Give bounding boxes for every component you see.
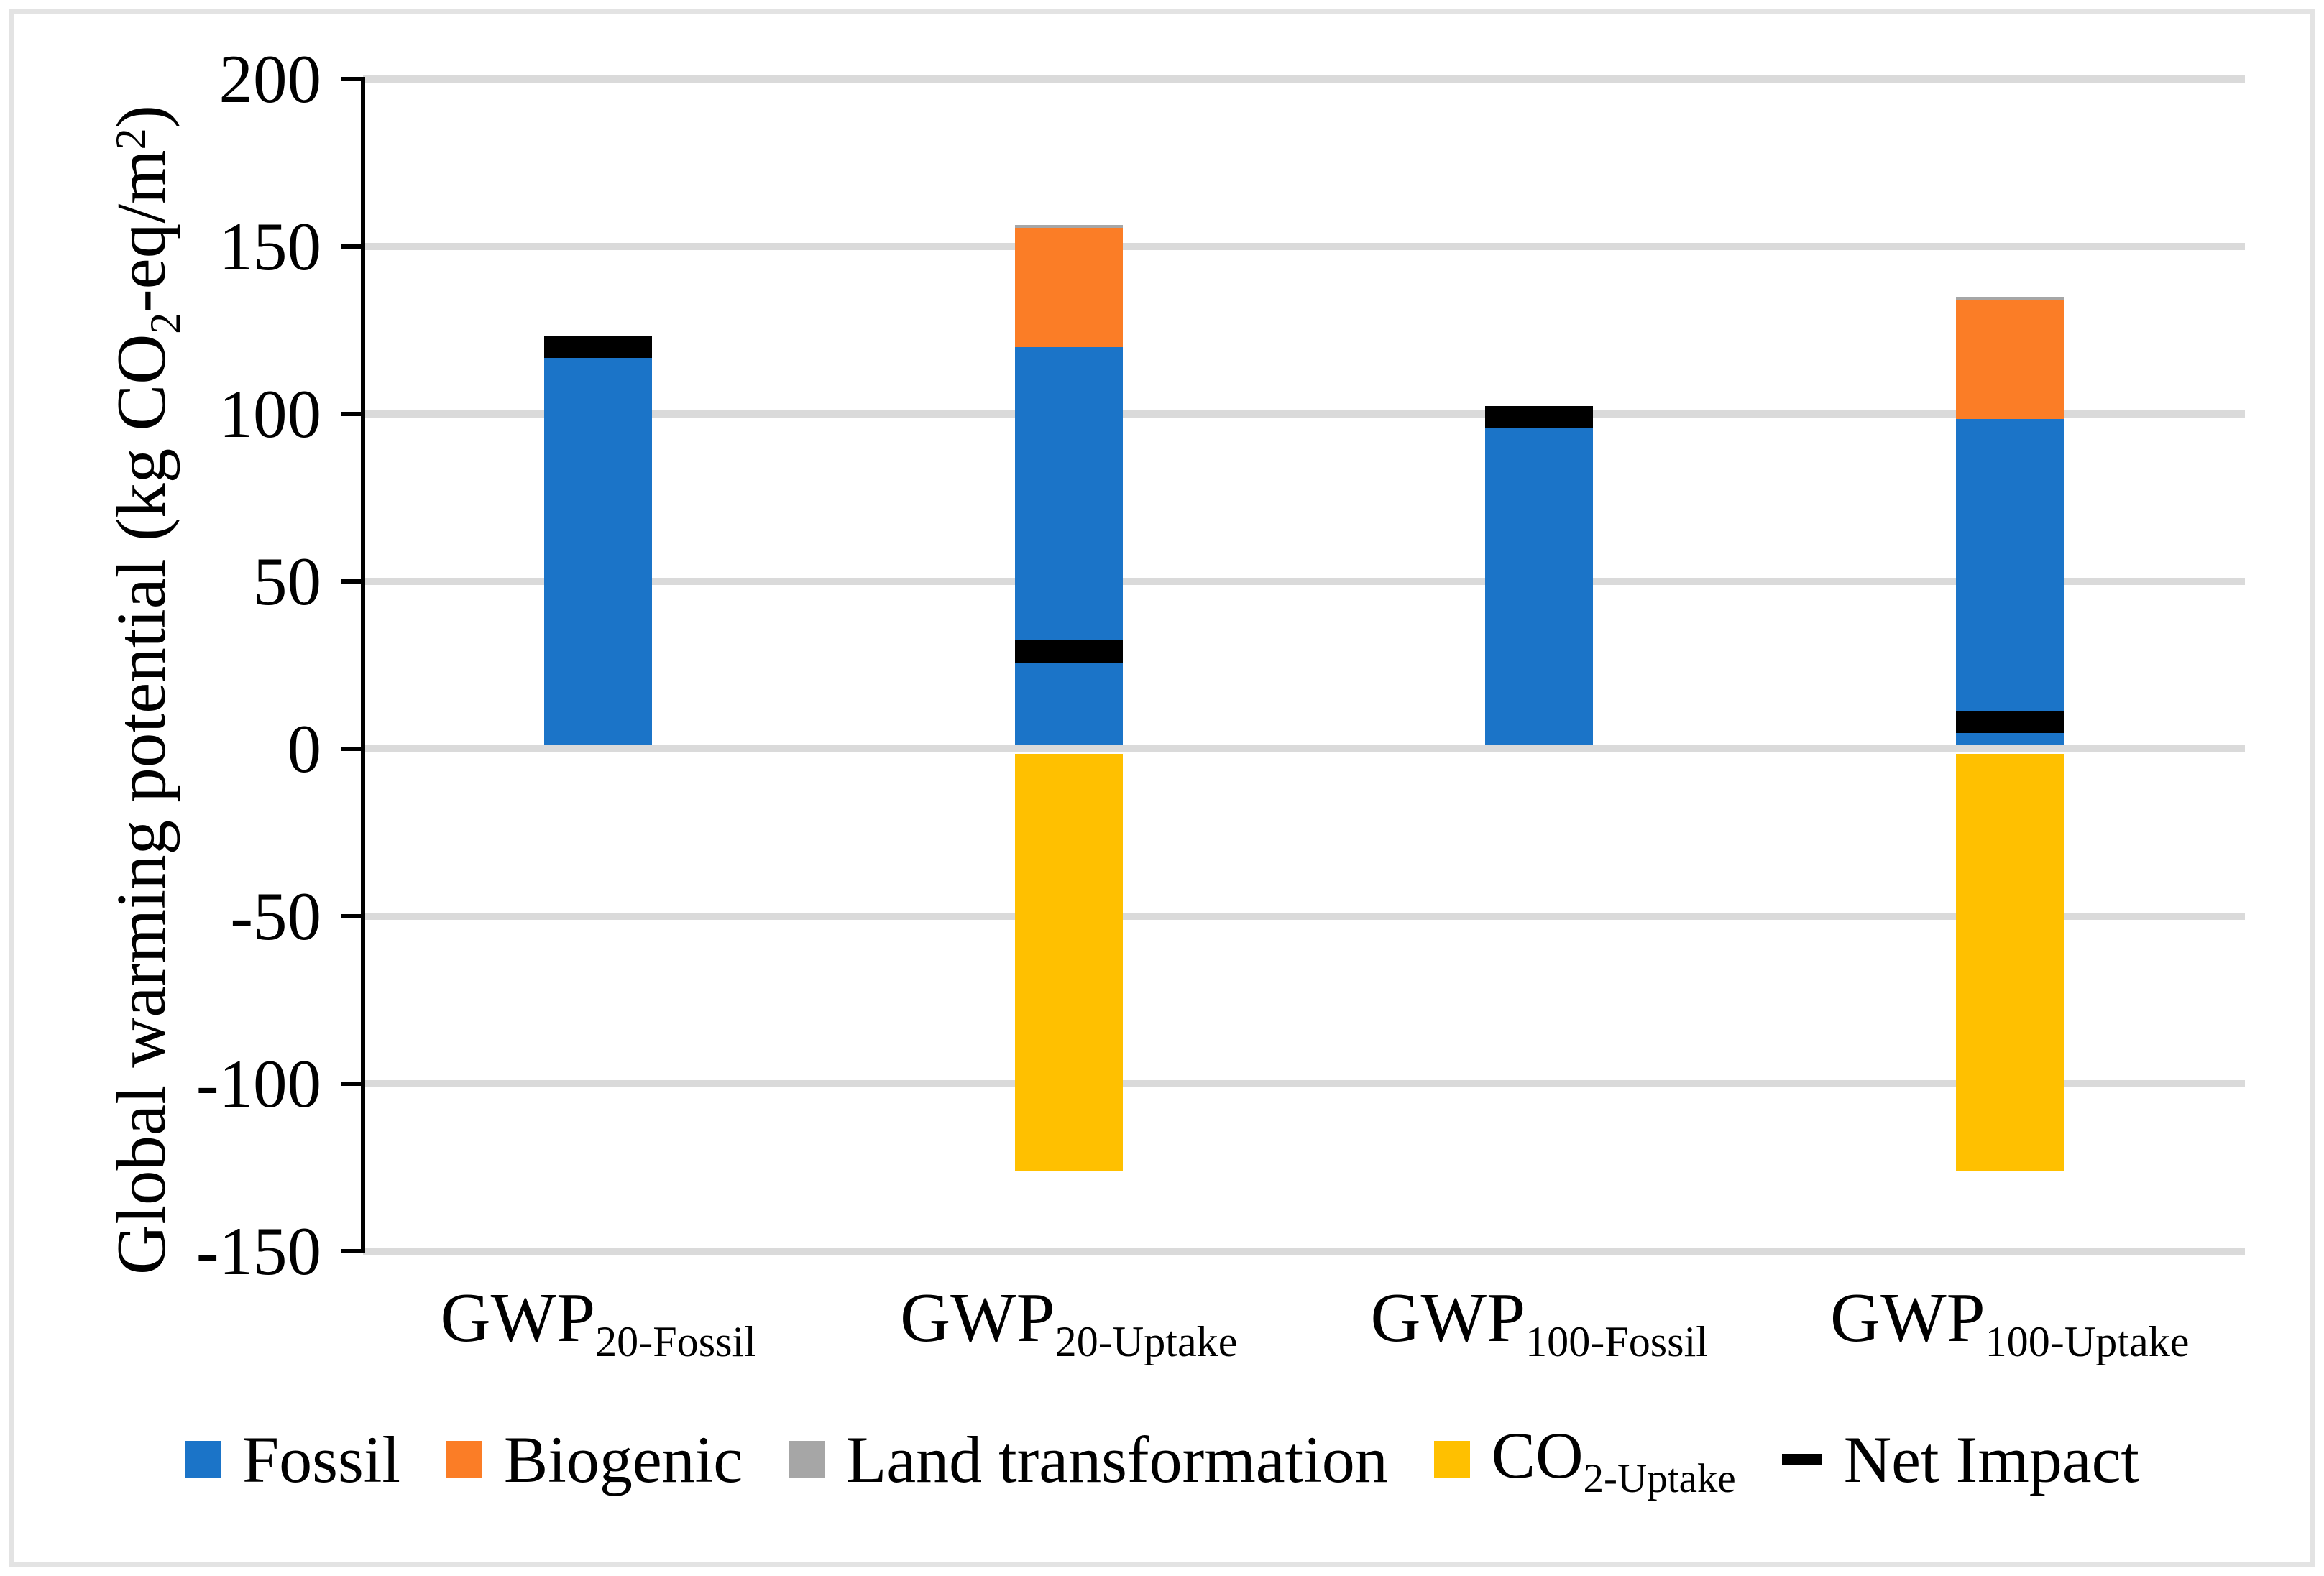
label-text: Fossil (242, 1422, 400, 1496)
legend-label: Net Impact (1844, 1421, 2139, 1498)
label-text: Land transformation (846, 1422, 1388, 1496)
bar-segment-fossil (544, 355, 653, 745)
net-impact-marker (1485, 406, 1594, 429)
legend-item-biogenic: Biogenic (446, 1421, 743, 1498)
bar-segment-land-transformation (1014, 224, 1123, 229)
gridline (363, 75, 2245, 83)
legend-swatch-fossil-icon (185, 1440, 221, 1478)
gridline (363, 913, 2245, 920)
y-tick-label: -150 (196, 1213, 321, 1289)
chart-border-frame (9, 9, 2315, 1567)
y-axis-tick (341, 412, 361, 416)
x-category-label: GWP100-Fossil (1244, 1278, 1834, 1368)
y-tick-label: 0 (287, 711, 322, 787)
legend-swatch-biogenic-icon (446, 1440, 482, 1478)
y-axis-tick (341, 244, 361, 249)
label-sub-text: 2-Uptake (1583, 1455, 1736, 1501)
y-tick-label: 50 (253, 543, 321, 619)
bar-segment-co2-uptake (1955, 754, 2064, 1171)
x-category-label: GWP20-Uptake (774, 1278, 1364, 1368)
net-impact-marker (1955, 711, 2064, 734)
net-impact-marker (544, 336, 653, 359)
label-text: Global warming potential (kg CO (103, 333, 180, 1275)
label-text: GWP (1370, 1279, 1526, 1356)
legend-item-net-impact: Net Impact (1781, 1421, 2139, 1498)
bar-segment-fossil (1955, 418, 2064, 745)
y-axis-tick (341, 747, 361, 751)
label-text: GWP (1830, 1279, 1985, 1356)
label-sub-text: 100-Uptake (1985, 1318, 2190, 1367)
x-category-label: GWP100-Uptake (1715, 1278, 2305, 1368)
gridline (363, 243, 2245, 250)
legend-swatch-co2-uptake-icon (1433, 1440, 1470, 1478)
gridline (363, 410, 2245, 418)
y-tick-label: 200 (219, 41, 322, 117)
gridline (363, 745, 2245, 752)
y-axis-tick (341, 1082, 361, 1086)
gridline (363, 1248, 2245, 1255)
net-impact-marker (1014, 640, 1123, 663)
net-impact-dash-icon (1781, 1453, 1822, 1465)
y-axis-tick (341, 579, 361, 584)
legend-item-fossil: Fossil (185, 1421, 400, 1498)
y-axis-line (361, 77, 365, 1253)
y-tick-label: -100 (196, 1046, 321, 1122)
legend: Fossil Biogenic Land transformation CO2-Upt… (0, 1417, 2324, 1502)
label-text: GWP (440, 1279, 596, 1356)
legend-label: Biogenic (504, 1421, 743, 1498)
x-category-label: GWP20-Fossil (303, 1278, 893, 1368)
bar-segment-fossil (1014, 346, 1123, 745)
bar-segment-co2-uptake (1014, 754, 1123, 1171)
legend-label: Fossil (242, 1421, 400, 1498)
label-text: Net Impact (1843, 1422, 2139, 1496)
y-tick-label: 100 (219, 376, 322, 452)
y-axis-tick (341, 77, 361, 81)
bar-segment-biogenic (1014, 228, 1123, 347)
bar-segment-land-transformation (1955, 296, 2064, 300)
label-sub-text: 20-Uptake (1055, 1318, 1238, 1367)
gridline (363, 578, 2245, 585)
legend-label: Land transformation (846, 1421, 1388, 1498)
y-tick-label: -50 (230, 878, 321, 954)
legend-item-co2-uptake: CO2-Uptake (1433, 1417, 1736, 1502)
label-sup-text: 2 (107, 128, 155, 150)
y-axis-tick (341, 1249, 361, 1253)
legend-swatch-land-transformation-icon (789, 1440, 825, 1478)
y-axis-tick (341, 914, 361, 918)
y-tick-label: 150 (219, 208, 322, 285)
legend-item-land-transformation: Land transformation (789, 1421, 1388, 1498)
label-text: Biogenic (503, 1422, 743, 1496)
gridline (363, 1080, 2245, 1087)
label-text: GWP (900, 1279, 1055, 1356)
label-sub-text: 2 (142, 312, 190, 334)
label-text: CO (1491, 1419, 1584, 1492)
bar-segment-biogenic (1955, 300, 2064, 419)
legend-label: CO2-Uptake (1492, 1417, 1736, 1502)
label-sub-text: 100-Fossil (1525, 1318, 1708, 1367)
bar-segment-fossil (1485, 427, 1594, 745)
label-sub-text: 20-Fossil (595, 1318, 756, 1367)
